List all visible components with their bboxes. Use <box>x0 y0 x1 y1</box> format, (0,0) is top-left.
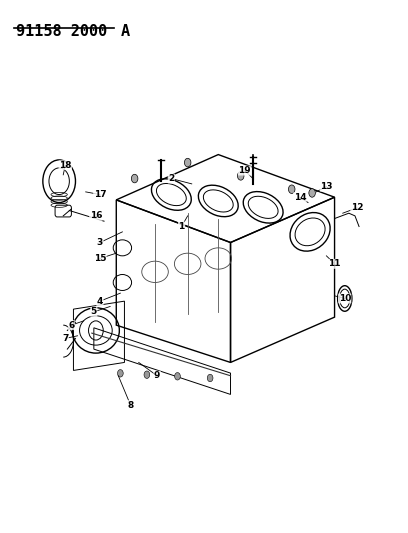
Text: 4: 4 <box>97 297 103 305</box>
Text: 91158 2000: 91158 2000 <box>16 24 108 39</box>
Text: 6: 6 <box>68 321 75 329</box>
Text: 19: 19 <box>239 166 251 175</box>
Text: 16: 16 <box>90 212 102 220</box>
Circle shape <box>175 373 180 380</box>
Text: 9: 9 <box>154 372 160 380</box>
Circle shape <box>184 158 191 167</box>
Text: 10: 10 <box>339 294 351 303</box>
Circle shape <box>288 185 295 193</box>
Text: 8: 8 <box>127 401 134 409</box>
Text: 2: 2 <box>168 174 175 183</box>
Text: 7: 7 <box>62 334 69 343</box>
Text: 11: 11 <box>328 260 341 268</box>
Text: A: A <box>120 24 129 39</box>
Text: 14: 14 <box>294 193 306 201</box>
Text: 18: 18 <box>59 161 71 169</box>
Text: 15: 15 <box>94 254 106 263</box>
Circle shape <box>131 174 138 183</box>
Text: 12: 12 <box>351 204 363 212</box>
Circle shape <box>207 374 213 382</box>
Text: 13: 13 <box>320 182 333 191</box>
Text: 5: 5 <box>91 308 97 316</box>
Text: 3: 3 <box>97 238 103 247</box>
Circle shape <box>237 172 244 180</box>
Text: 1: 1 <box>178 222 185 231</box>
Text: 17: 17 <box>94 190 106 199</box>
Circle shape <box>309 189 315 197</box>
Circle shape <box>144 371 150 378</box>
Circle shape <box>118 369 123 377</box>
